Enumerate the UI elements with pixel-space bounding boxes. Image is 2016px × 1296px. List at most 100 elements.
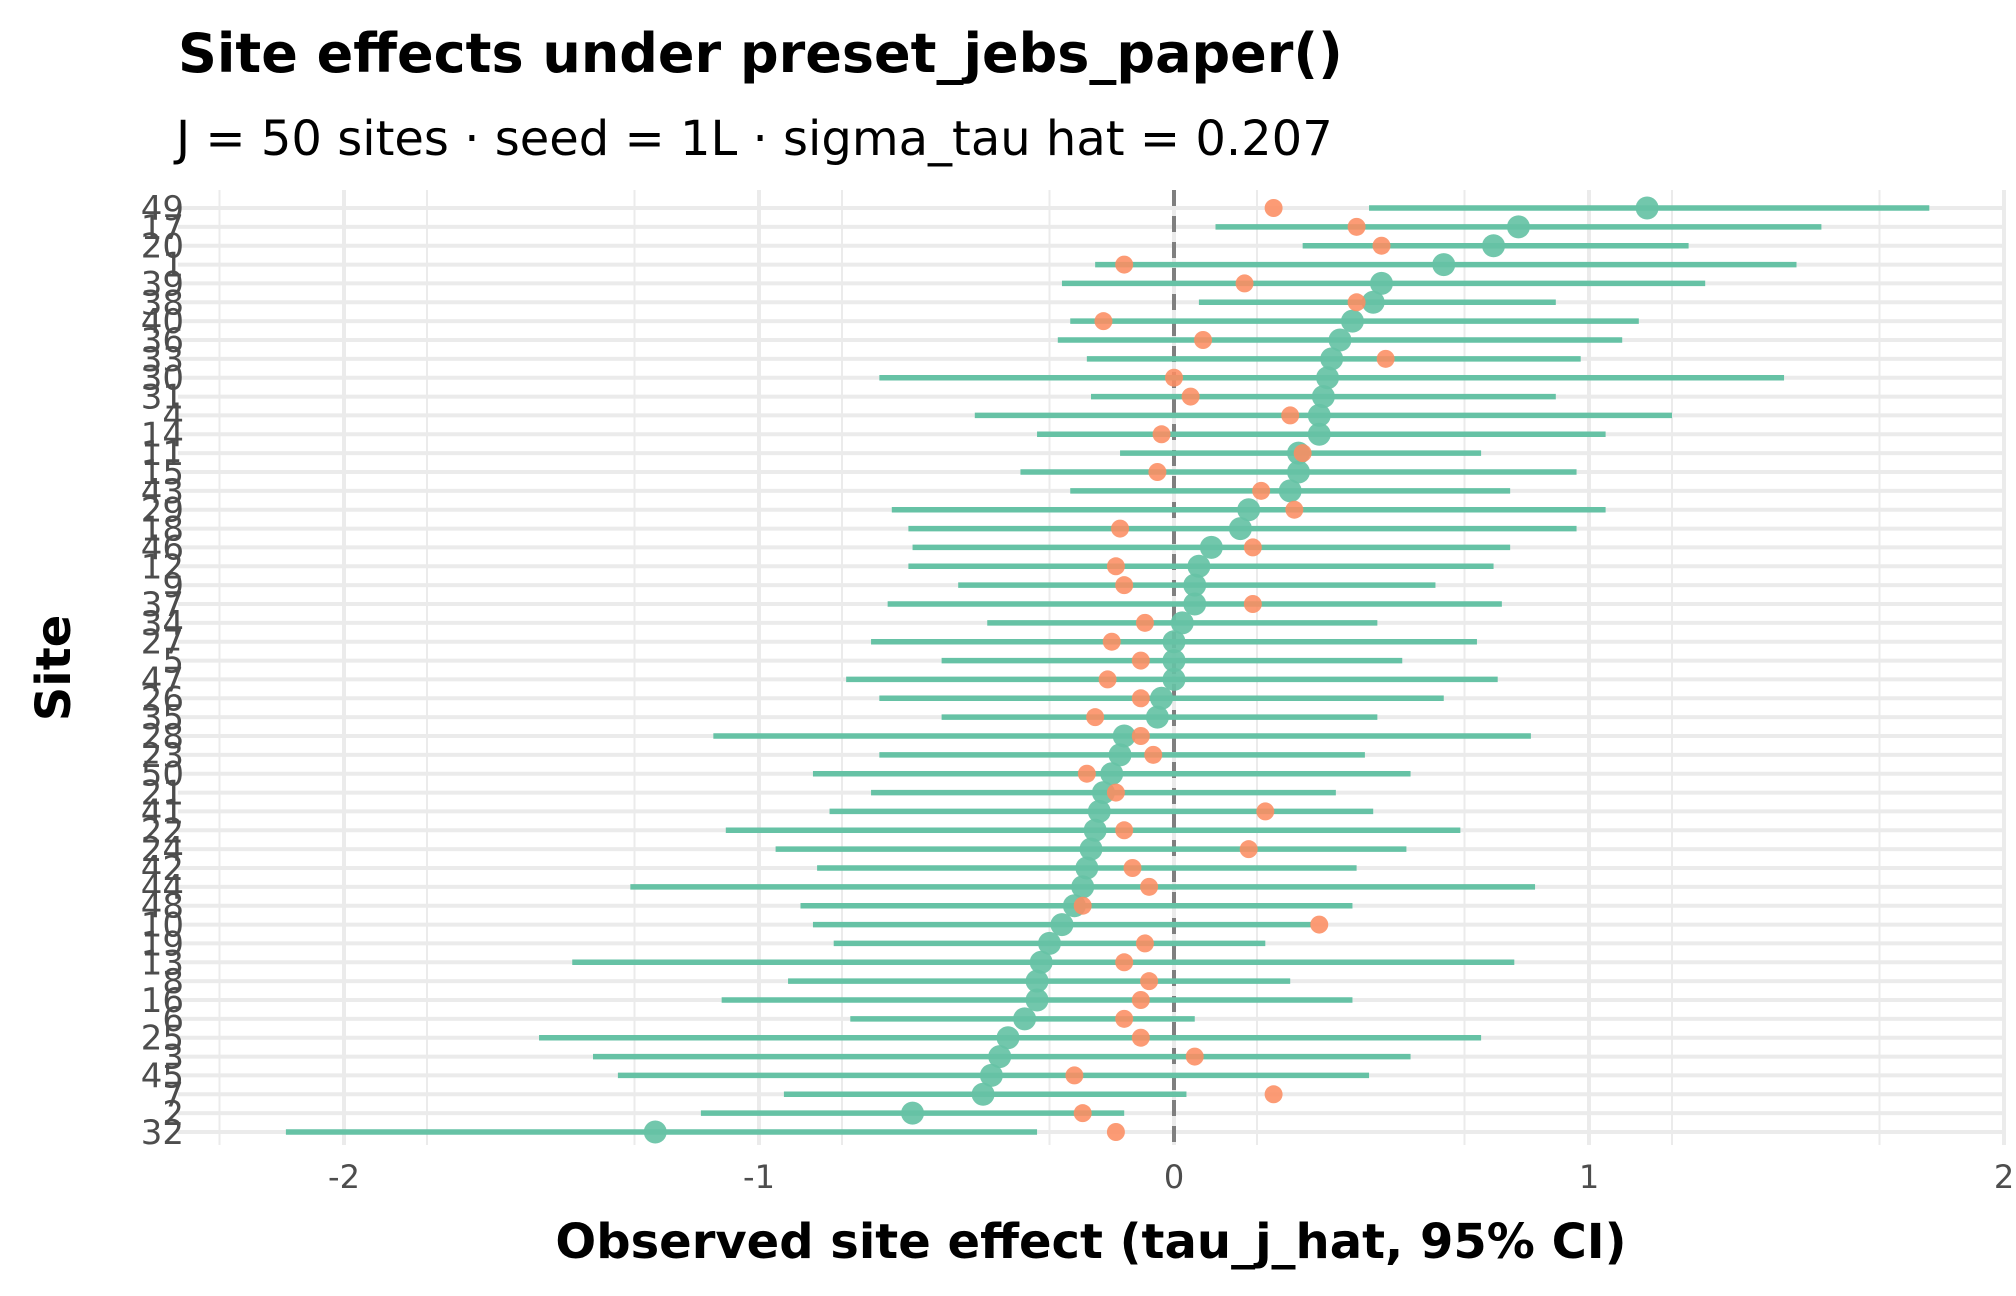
site-tick-label: 45 bbox=[141, 1056, 184, 1096]
estimate-point-site-25 bbox=[996, 1026, 1020, 1050]
x-tick-label: 2 bbox=[1994, 1158, 2014, 1196]
true-effect-point-site-33 bbox=[1376, 349, 1395, 368]
site-tick-label: 25 bbox=[141, 1019, 184, 1059]
estimate-point-site-30 bbox=[1316, 366, 1340, 390]
site-tick-label: 20 bbox=[141, 227, 184, 267]
site-tick-label: 8 bbox=[162, 962, 184, 1002]
site-tick-label: 30 bbox=[141, 359, 184, 399]
true-effect-point-site-30 bbox=[1165, 368, 1183, 387]
estimate-point-site-35 bbox=[1145, 705, 1169, 729]
estimate-point-site-14 bbox=[1307, 422, 1331, 446]
site-tick-label: 28 bbox=[141, 717, 184, 757]
site-tick-label: 35 bbox=[141, 698, 184, 738]
true-effect-point-site-38 bbox=[1347, 293, 1366, 312]
site-tick-label: 3 bbox=[162, 1038, 184, 1078]
site-tick-label: 9 bbox=[162, 566, 184, 606]
true-effect-point-site-21 bbox=[1106, 783, 1125, 802]
site-tick-label: 13 bbox=[141, 943, 184, 983]
true-effect-point-site-12 bbox=[1106, 557, 1125, 576]
site-tick-label: 36 bbox=[141, 321, 184, 361]
x-axis-title: Observed site effect (tau_j_hat, 95% CI) bbox=[555, 1214, 1626, 1270]
estimate-point-site-17 bbox=[1506, 215, 1530, 239]
estimate-point-site-31 bbox=[1311, 385, 1335, 409]
true-effect-point-site-31 bbox=[1181, 387, 1200, 406]
site-tick-label: 18 bbox=[141, 510, 184, 550]
site-tick-label: 27 bbox=[141, 623, 184, 663]
true-effect-point-site-40 bbox=[1094, 312, 1113, 331]
true-effect-point-site-32 bbox=[1106, 1123, 1125, 1141]
site-tick-label: 19 bbox=[141, 924, 184, 964]
estimate-point-site-12 bbox=[1187, 554, 1211, 578]
true-effect-point-site-44 bbox=[1140, 877, 1159, 896]
site-tick-label: 1 bbox=[162, 246, 184, 286]
site-tick-label: 47 bbox=[141, 660, 184, 700]
estimate-point-site-13 bbox=[1029, 950, 1053, 974]
true-effect-point-site-23 bbox=[1144, 745, 1163, 764]
true-effect-point-site-1 bbox=[1115, 255, 1134, 274]
estimate-point-site-49 bbox=[1635, 196, 1659, 220]
y-axis-title: Site bbox=[26, 615, 82, 722]
site-tick-label: 16 bbox=[141, 981, 184, 1021]
estimate-point-site-3 bbox=[988, 1045, 1012, 1069]
estimate-point-site-39 bbox=[1370, 271, 1393, 295]
estimate-point-site-9 bbox=[1183, 573, 1207, 597]
estimate-point-site-29 bbox=[1237, 498, 1261, 522]
estimate-point-site-36 bbox=[1328, 328, 1352, 352]
site-tick-label: 34 bbox=[141, 604, 184, 644]
true-effect-point-site-39 bbox=[1235, 274, 1254, 293]
estimate-point-site-40 bbox=[1340, 309, 1364, 333]
estimate-point-site-10 bbox=[1050, 913, 1074, 937]
true-effect-point-site-2 bbox=[1073, 1104, 1092, 1123]
site-tick-label: 32 bbox=[141, 1113, 184, 1153]
site-tick-label: 11 bbox=[141, 434, 184, 474]
site-tick-label: 5 bbox=[162, 642, 184, 682]
estimate-point-site-20 bbox=[1482, 234, 1506, 258]
site-tick-label: 23 bbox=[141, 736, 184, 776]
true-effect-point-site-37 bbox=[1243, 595, 1262, 613]
estimate-point-site-19 bbox=[1038, 931, 1061, 955]
true-effect-point-site-27 bbox=[1102, 632, 1121, 651]
true-effect-point-site-34 bbox=[1135, 613, 1154, 632]
site-tick-label: 4 bbox=[162, 396, 184, 436]
true-effect-point-site-3 bbox=[1185, 1047, 1204, 1066]
estimate-point-site-46 bbox=[1199, 535, 1223, 559]
true-effect-point-site-25 bbox=[1131, 1028, 1150, 1047]
plot-area: 4917201393840363330314141115432918461293… bbox=[141, 189, 2014, 1196]
true-effect-point-site-10 bbox=[1310, 915, 1329, 934]
true-effect-point-site-7 bbox=[1264, 1085, 1283, 1104]
estimate-point-site-1 bbox=[1432, 253, 1456, 277]
true-effect-point-site-42 bbox=[1123, 859, 1142, 877]
estimate-point-site-28 bbox=[1112, 724, 1136, 748]
site-tick-label: 26 bbox=[141, 679, 184, 719]
true-effect-point-site-11 bbox=[1293, 444, 1312, 463]
site-tick-label: 21 bbox=[141, 774, 184, 814]
estimate-point-site-16 bbox=[1025, 988, 1049, 1012]
estimate-point-site-26 bbox=[1150, 686, 1174, 710]
chart-title: Site effects under preset_jebs_paper() bbox=[178, 22, 1343, 85]
true-effect-point-site-50 bbox=[1077, 764, 1096, 783]
site-tick-label: 22 bbox=[141, 811, 184, 851]
site-tick-label: 44 bbox=[141, 868, 184, 908]
site-tick-label: 48 bbox=[141, 887, 184, 927]
site-tick-label: 17 bbox=[141, 208, 184, 248]
true-effect-point-site-29 bbox=[1285, 500, 1304, 519]
site-tick-label: 42 bbox=[141, 849, 184, 889]
site-tick-label: 39 bbox=[141, 264, 184, 304]
true-effect-point-site-24 bbox=[1239, 840, 1258, 859]
site-tick-label: 50 bbox=[141, 755, 184, 795]
estimate-point-site-6 bbox=[1013, 1007, 1037, 1031]
estimate-point-site-38 bbox=[1361, 290, 1385, 314]
estimate-point-site-44 bbox=[1071, 875, 1095, 899]
estimate-point-site-27 bbox=[1162, 630, 1186, 654]
site-tick-label: 43 bbox=[141, 472, 184, 512]
true-effect-point-site-28 bbox=[1131, 727, 1150, 745]
estimate-point-site-37 bbox=[1183, 592, 1207, 616]
estimate-point-site-7 bbox=[971, 1082, 995, 1106]
site-tick-label: 29 bbox=[141, 491, 184, 531]
site-tick-label: 2 bbox=[162, 1094, 184, 1134]
true-effect-point-site-49 bbox=[1264, 199, 1283, 217]
site-tick-label: 7 bbox=[162, 1075, 184, 1115]
true-effect-point-site-4 bbox=[1281, 406, 1300, 425]
estimate-point-site-33 bbox=[1320, 347, 1344, 371]
